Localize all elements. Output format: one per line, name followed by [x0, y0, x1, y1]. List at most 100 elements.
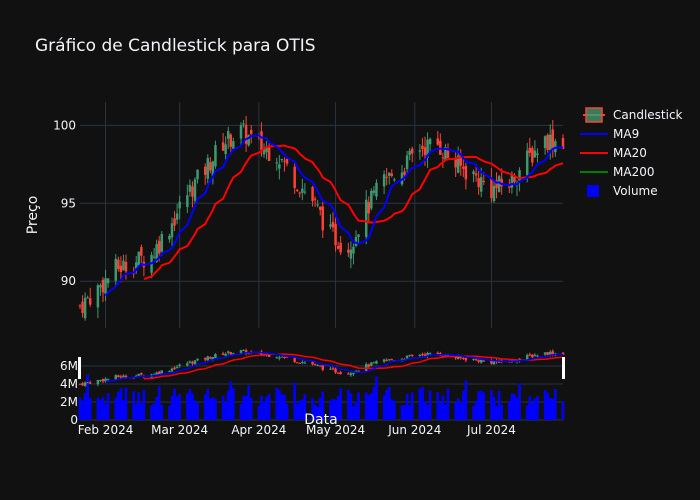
volume-bar — [242, 395, 245, 420]
volume-bar — [352, 406, 355, 420]
volume-bar — [441, 395, 445, 420]
volume-bar — [168, 405, 171, 420]
candle-body — [554, 141, 557, 153]
volume-bar — [492, 396, 496, 420]
legend-item-volume[interactable]: Volume — [587, 184, 658, 198]
volume-bar — [428, 390, 432, 420]
volume-bar — [436, 391, 440, 420]
volume-bar — [349, 393, 353, 420]
mini-candle-body — [548, 352, 552, 355]
legend-item-candlestick[interactable]: Candlestick — [583, 107, 683, 123]
volume-bar — [387, 386, 391, 420]
volume-tick-label: 0 — [70, 413, 78, 427]
candle-body — [543, 136, 547, 149]
volume-bar — [260, 395, 263, 420]
volume-bar — [364, 392, 368, 420]
candle-body — [382, 174, 386, 187]
legend-item-ma200[interactable]: MA200 — [580, 165, 654, 179]
y-axis-title: Preço — [25, 196, 41, 235]
volume-bar — [321, 391, 325, 420]
volume-bar — [548, 397, 552, 420]
mini-candle-body — [561, 352, 565, 355]
candle-body — [267, 147, 271, 162]
volume-bar — [293, 382, 296, 420]
candle-body — [262, 148, 266, 155]
legend-label: Volume — [613, 184, 658, 198]
mini-candle-body — [239, 350, 243, 353]
mini-candle-body — [78, 383, 82, 385]
mini-candle-body — [242, 350, 245, 352]
candle-body — [336, 245, 340, 249]
volume-bar — [86, 374, 89, 420]
range-slider-handle-left[interactable] — [78, 357, 81, 379]
volume-bar — [134, 404, 138, 420]
mini-candle-body — [119, 376, 123, 378]
volume-bar — [106, 393, 110, 420]
volume-tick-label: 2M — [60, 395, 78, 409]
volume-bar — [439, 402, 442, 420]
volume-bar — [232, 388, 235, 420]
mini-candle-body — [311, 361, 314, 365]
volume-bar — [336, 396, 340, 420]
legend[interactable]: Candlestick MA9 MA20 MA200 Volume — [580, 107, 683, 198]
candle-body — [536, 153, 539, 156]
candle-body — [456, 155, 460, 173]
mini-candle-body — [81, 383, 84, 386]
legend-item-ma20[interactable]: MA20 — [580, 146, 647, 160]
candle-body — [211, 161, 215, 177]
volume-bar — [390, 399, 394, 420]
volume-bar — [459, 403, 463, 420]
volume-bar — [354, 401, 358, 420]
mini-ma9-line — [105, 351, 564, 383]
volume-bar — [400, 405, 404, 420]
volume-bar — [119, 388, 123, 420]
candle-body — [548, 134, 552, 151]
mini-candle-body — [86, 382, 89, 384]
ma9-line — [104, 134, 564, 297]
mini-candle-body — [456, 355, 460, 360]
mini-candle-body — [83, 382, 87, 387]
candle-body — [173, 218, 176, 226]
volume-bar — [124, 387, 128, 420]
volume-bar — [561, 401, 565, 420]
volume-bar — [408, 405, 411, 420]
mini-candle-body — [301, 362, 304, 364]
candle-body — [175, 213, 179, 220]
candle-body — [275, 162, 279, 164]
mini-candle-body — [196, 358, 199, 361]
candle-body — [446, 149, 450, 158]
mini-candle-body — [531, 354, 534, 358]
mini-candle-body — [140, 372, 143, 375]
candle-body — [285, 158, 289, 164]
range-slider-handle-right[interactable] — [562, 357, 565, 379]
candle-body — [134, 262, 138, 269]
volume-bar — [137, 392, 141, 420]
volume-bar — [490, 390, 493, 420]
candle-body — [405, 155, 409, 170]
volume-bar — [426, 404, 429, 420]
chart-title: Gráfico de Candlestick para OTIS — [35, 36, 316, 56]
mini-candle-body — [106, 378, 110, 380]
mini-candle-body — [160, 370, 164, 374]
candle-body — [232, 141, 235, 149]
candle-body — [385, 176, 388, 178]
candle-body — [528, 147, 532, 153]
candle-body — [101, 279, 105, 293]
volume-bar — [375, 376, 378, 420]
candle-body — [477, 178, 480, 188]
mini-candle-body — [375, 361, 378, 364]
x-tick-label: Jul 2024 — [466, 423, 516, 437]
candle-body — [244, 124, 248, 144]
candle-body — [186, 195, 189, 208]
volume-bar — [142, 389, 146, 420]
volume-bar — [239, 403, 243, 420]
mini-candle-body — [331, 368, 335, 370]
legend-item-ma9[interactable]: MA9 — [580, 127, 639, 141]
candle-body — [387, 172, 391, 176]
mini-candle-body — [418, 354, 422, 356]
volume-bar — [247, 385, 250, 420]
legend-label: Candlestick — [613, 108, 683, 122]
mini-candle-body — [298, 362, 302, 364]
x-tick-label: Feb 2024 — [78, 423, 134, 437]
